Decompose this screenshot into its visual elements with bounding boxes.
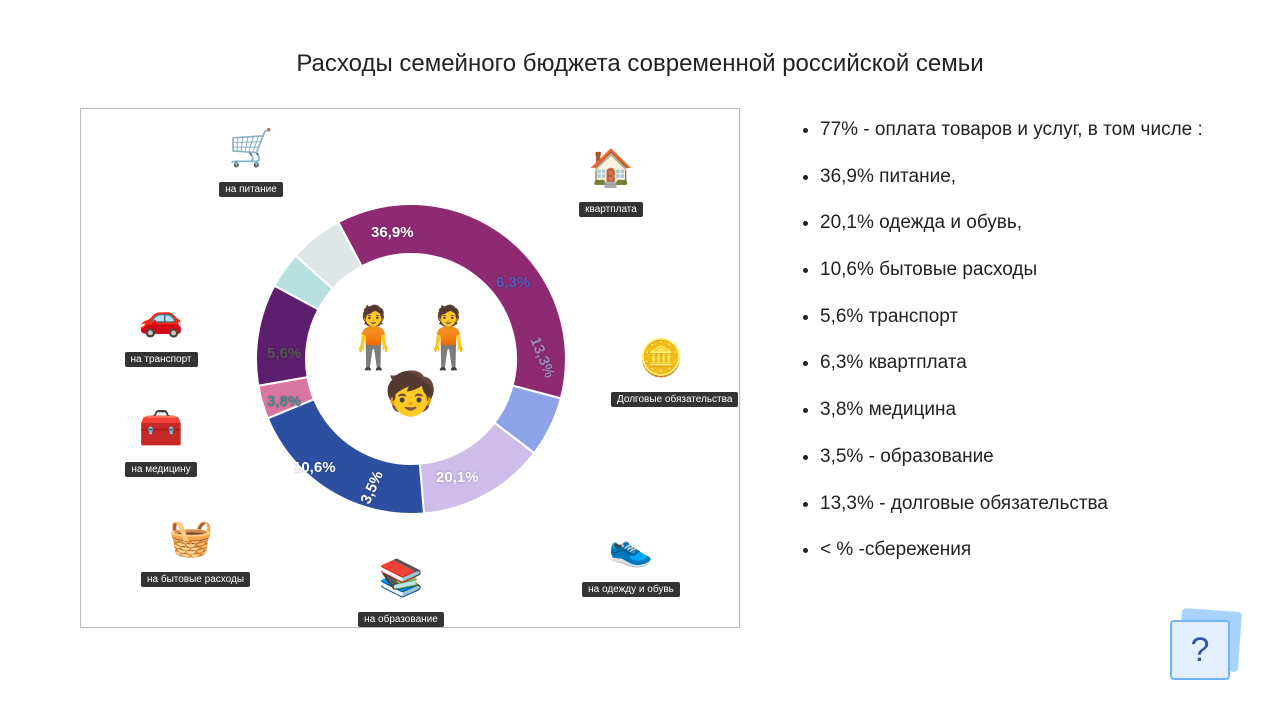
category-transport: 🚗 на транспорт	[111, 289, 211, 367]
seg-label-clothes: 20,1%	[436, 469, 479, 486]
rent-icon: 🏠	[572, 139, 650, 197]
bullet-item: 10,6% бытовые расходы	[820, 258, 1240, 283]
category-label: квартплата	[579, 202, 643, 217]
bullet-item: 3,5% - образование	[820, 445, 1240, 470]
category-rent: 🏠 квартплата	[561, 139, 661, 217]
category-label: на образование	[358, 612, 444, 627]
bullet-item: 6,3% квартплата	[820, 351, 1240, 376]
category-debt: 🪙Долговые обязательства	[611, 329, 711, 407]
family-icon: 🧍🧍🧒	[336, 309, 486, 410]
category-education: 📚 на образование	[351, 549, 451, 627]
page-title: Расходы семейного бюджета современной ро…	[0, 0, 1280, 108]
bullet-item: 36,9% питание,	[820, 165, 1240, 190]
seg-label-medicine: 3,8%	[267, 393, 301, 410]
infographic-panel: 🧍🧍🧒 36,9%6,3%13,3%20,1%3,5%10,6%3,8%5,6%…	[80, 108, 740, 628]
category-food: 🛒 на питание	[201, 119, 301, 197]
bullet-item: 13,3% - долговые обязательства	[820, 492, 1240, 517]
bullet-item: 3,8% медицина	[820, 398, 1240, 423]
bullet-item: 77% - оплата товаров и услуг, в том числ…	[820, 118, 1240, 143]
content: 🧍🧍🧒 36,9%6,3%13,3%20,1%3,5%10,6%3,8%5,6%…	[0, 108, 1280, 628]
food-icon: 🛒	[212, 119, 290, 177]
bullet-item: 5,6% транспорт	[820, 305, 1240, 330]
clothes-icon: 👟	[592, 519, 670, 577]
seg-label-household: 10,6%	[293, 459, 336, 476]
category-medicine: 🧰 на медицину	[111, 399, 211, 477]
debt-icon: 🪙	[622, 329, 700, 387]
household-icon: 🧺	[152, 509, 230, 567]
education-icon: 📚	[362, 549, 440, 607]
category-label: Долговые обязательства	[611, 392, 738, 407]
help-badge[interactable]: ?	[1170, 610, 1240, 680]
category-label: на транспорт	[125, 352, 198, 367]
question-icon: ?	[1170, 620, 1230, 680]
bullet-panel: 77% - оплата товаров и услуг, в том числ…	[740, 108, 1240, 628]
category-label: на питание	[219, 182, 283, 197]
seg-label-food: 36,9%	[371, 224, 414, 241]
medicine-icon: 🧰	[122, 399, 200, 457]
category-label: на бытовые расходы	[141, 572, 250, 587]
category-household: 🧺на бытовые расходы	[141, 509, 241, 587]
category-label: на медицину	[125, 462, 196, 477]
bullet-item: < % -сбережения	[820, 538, 1240, 563]
category-label: на одежду и обувь	[582, 582, 680, 597]
seg-label-transport: 5,6%	[267, 345, 301, 362]
transport-icon: 🚗	[122, 289, 200, 347]
seg-label-rent: 6,3%	[496, 274, 530, 291]
bullet-list: 77% - оплата товаров и услуг, в том числ…	[800, 118, 1240, 563]
bullet-item: 20,1% одежда и обувь,	[820, 211, 1240, 236]
category-clothes: 👟 на одежду и обувь	[581, 519, 681, 597]
